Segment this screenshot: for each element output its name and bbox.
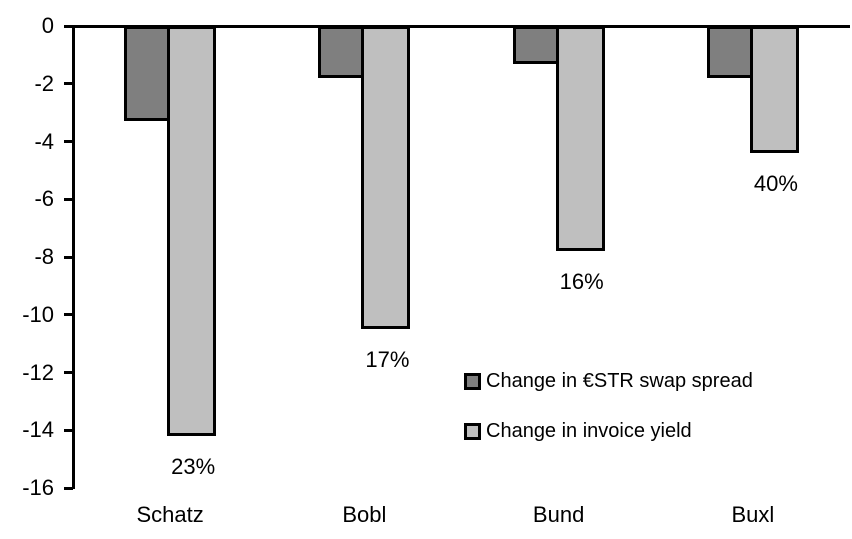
legend-marker-square-icon <box>464 422 481 440</box>
y-axis-tick <box>64 313 73 317</box>
x-axis-category-label: Bund <box>532 502 585 527</box>
legend-label: Change in €STR swap spread <box>486 370 753 392</box>
data-label: 17% <box>365 347 410 373</box>
bar-series2-bobl <box>361 26 411 330</box>
legend-marker-square-icon <box>464 372 481 390</box>
y-axis-tick-label: -14 <box>22 417 54 443</box>
y-axis-tick <box>64 428 73 432</box>
bar-series1-bobl <box>318 26 365 78</box>
x-axis-category-label: Buxl <box>731 502 775 527</box>
zero-baseline <box>72 25 850 28</box>
y-axis-tick-label: -2 <box>34 70 54 96</box>
y-axis-tick <box>64 24 73 28</box>
y-axis-tick <box>64 371 73 374</box>
y-axis-tick-label: 0 <box>41 13 54 38</box>
bar-series1-schatz <box>124 26 171 122</box>
data-label: 16% <box>559 269 604 295</box>
y-axis-tick <box>64 140 73 143</box>
data-label: 40% <box>753 171 798 197</box>
bar-series2-buxl <box>749 26 799 154</box>
y-axis-tick-label: -12 <box>22 359 54 385</box>
legend: Change in €STR swap spread Change in invo… <box>464 370 753 442</box>
y-axis-tick-label: -16 <box>22 475 54 500</box>
data-label: 23% <box>171 454 216 480</box>
y-axis-tick <box>64 486 73 490</box>
y-axis-tick-label: -4 <box>34 128 54 154</box>
bar-series1-buxl <box>706 26 753 78</box>
y-axis-tick <box>64 255 73 259</box>
legend-item: Change in invoice yield <box>464 420 753 442</box>
y-axis-tick-label: -10 <box>22 301 54 327</box>
y-axis-line <box>72 25 75 489</box>
y-axis-tick <box>64 82 73 86</box>
y-axis-tick-label: -6 <box>34 186 54 212</box>
bar-series1-bund <box>512 26 559 64</box>
bar-series2-schatz <box>167 26 217 437</box>
x-axis-category-label: Schatz <box>136 502 204 527</box>
x-axis-category-label: Bobl <box>342 502 387 527</box>
bar-series2-bund <box>555 26 605 252</box>
y-axis-tick <box>64 197 73 201</box>
legend-label: Change in invoice yield <box>486 420 692 442</box>
y-axis-tick-label: -8 <box>34 244 54 269</box>
legend-item: Change in €STR swap spread <box>464 370 753 392</box>
